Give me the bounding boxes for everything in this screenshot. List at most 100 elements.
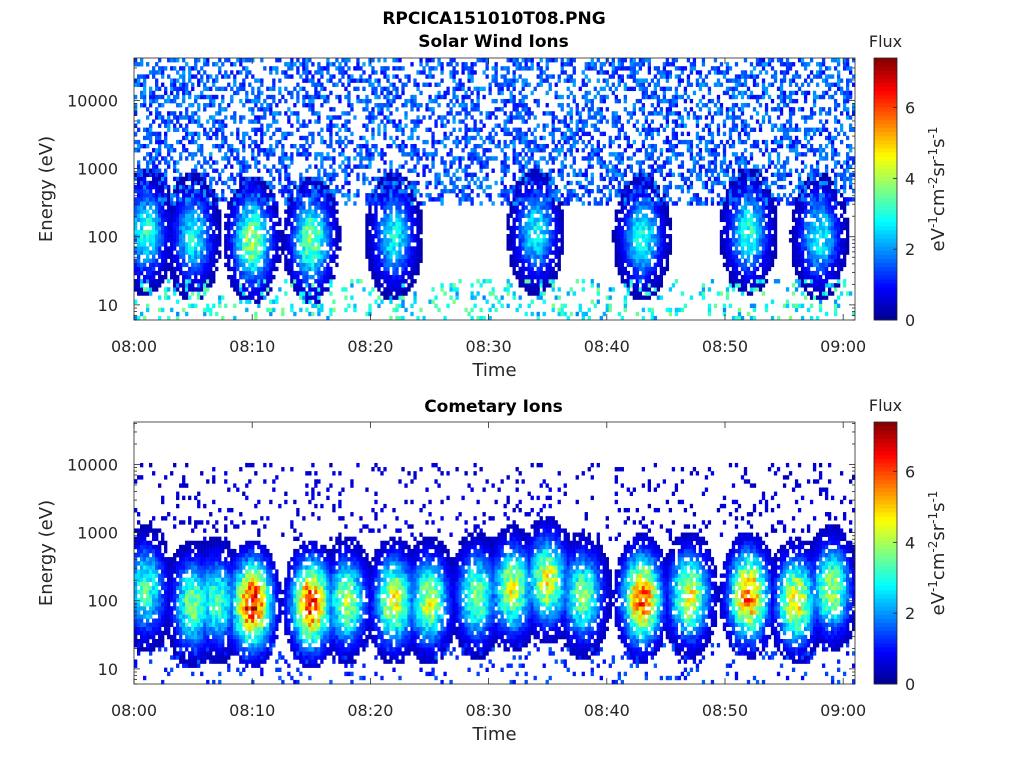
spectrogram-cell: [374, 197, 378, 202]
spectrogram-cell: [611, 164, 615, 169]
spectrogram-cell: [152, 98, 156, 104]
spectrogram-cell: [188, 274, 192, 280]
spectrogram-cell: [530, 197, 534, 202]
spectrogram-cell: [329, 291, 333, 296]
spectrogram-cell: [134, 139, 138, 145]
spectrogram-cell: [548, 111, 552, 116]
spectrogram-cell: [212, 270, 216, 276]
spectrogram-cell: [503, 139, 507, 145]
spectrogram-cell: [284, 246, 288, 251]
spectrogram-cell: [338, 78, 342, 83]
spectrogram-cell: [572, 66, 576, 71]
spectrogram-cell: [512, 246, 516, 251]
spectrogram-cell: [443, 172, 447, 178]
spectrogram-cell: [227, 217, 231, 223]
spectrogram-cell: [194, 176, 198, 182]
spectrogram-cell: [326, 238, 330, 243]
spectrogram-cell: [521, 193, 525, 198]
spectrogram-cell: [164, 123, 168, 128]
spectrogram-cell: [167, 152, 171, 157]
spectrogram-cell: [596, 201, 600, 206]
spectrogram-cell: [359, 148, 363, 153]
spectrogram-cell: [482, 295, 486, 300]
spectrogram-cell: [146, 164, 150, 169]
spectrogram-cell: [440, 66, 444, 71]
spectrogram-cell: [212, 303, 216, 309]
spectrogram-cell: [134, 266, 138, 272]
spectrogram-cell: [524, 143, 528, 149]
spectrogram-cell: [179, 156, 183, 161]
spectrogram-cell: [263, 266, 267, 272]
spectrogram-cell: [401, 225, 405, 231]
spectrogram-cell: [614, 111, 618, 116]
spectrogram-cell: [611, 176, 615, 182]
spectrogram-cell: [155, 242, 159, 247]
spectrogram-cell: [191, 270, 195, 276]
spectrogram-cell: [302, 250, 306, 255]
spectrogram-cell: [263, 131, 267, 137]
spectrogram-cell: [158, 262, 162, 268]
spectrogram-cell: [167, 246, 171, 251]
spectrogram-cell: [389, 291, 393, 296]
spectrogram-cell: [380, 156, 384, 161]
spectrogram-cell: [188, 229, 192, 235]
spectrogram-cell: [413, 184, 417, 190]
spectrogram-cell: [581, 184, 585, 190]
spectrogram-cell: [590, 172, 594, 178]
spectrogram-cell: [317, 66, 321, 71]
spectrogram-cell: [173, 164, 177, 169]
spectrogram-cell: [350, 131, 354, 137]
spectrogram-cell: [338, 127, 342, 132]
spectrogram-cell: [626, 274, 630, 280]
spectrogram-cell: [212, 209, 216, 214]
spectrogram-cell: [215, 234, 219, 239]
spectrogram-cell: [287, 217, 291, 223]
spectrogram-cell: [284, 234, 288, 239]
spectrogram-cell: [170, 307, 174, 313]
spectrogram-cell: [506, 119, 510, 124]
spectrogram-cell: [410, 250, 414, 255]
spectrogram-cell: [557, 148, 561, 153]
spectrogram-cell: [401, 164, 405, 169]
spectrogram-cell: [518, 66, 522, 71]
spectrogram-cell: [422, 70, 426, 75]
spectrogram-cell: [167, 250, 171, 255]
spectrogram-cell: [539, 193, 543, 198]
spectrogram-cell: [176, 103, 180, 108]
spectrogram-cell: [404, 82, 408, 87]
spectrogram-cell: [377, 270, 381, 276]
spectrogram-cell: [569, 197, 573, 202]
spectrogram-cell: [257, 160, 261, 165]
spectrogram-cell: [575, 111, 579, 116]
spectrogram-cell: [401, 90, 405, 96]
spectrogram-cell: [317, 94, 321, 100]
spectrogram-cell: [326, 279, 330, 284]
spectrogram-cell: [437, 94, 441, 100]
spectrogram-cell: [506, 217, 510, 223]
spectrogram-cell: [257, 107, 261, 112]
spectrogram-cell: [155, 258, 159, 263]
spectrogram-cell: [179, 197, 183, 202]
spectrogram-cell: [404, 279, 408, 284]
spectrogram-cell: [299, 307, 303, 313]
spectrogram-cell: [233, 287, 237, 292]
spectrogram-cell: [287, 189, 291, 194]
spectrogram-cell: [539, 254, 543, 259]
spectrogram-cell: [491, 168, 495, 173]
spectrogram-cell: [599, 107, 603, 112]
spectrogram-cell: [275, 127, 279, 132]
spectrogram-cell: [395, 258, 399, 263]
spectrogram-cell: [518, 197, 522, 202]
spectrogram-cell: [533, 242, 537, 247]
spectrogram-cell: [404, 221, 408, 227]
spectrogram-cell: [464, 66, 468, 71]
spectrogram-cell: [539, 74, 543, 79]
spectrogram-cell: [521, 266, 525, 272]
spectrogram-cell: [179, 209, 183, 214]
spectrogram-cell: [419, 229, 423, 235]
spectrogram-cell: [533, 209, 537, 214]
spectrogram-cell: [290, 258, 294, 263]
spectrogram-cell: [314, 270, 318, 276]
spectrogram-cell: [521, 82, 525, 87]
spectrogram-cell: [233, 176, 237, 182]
